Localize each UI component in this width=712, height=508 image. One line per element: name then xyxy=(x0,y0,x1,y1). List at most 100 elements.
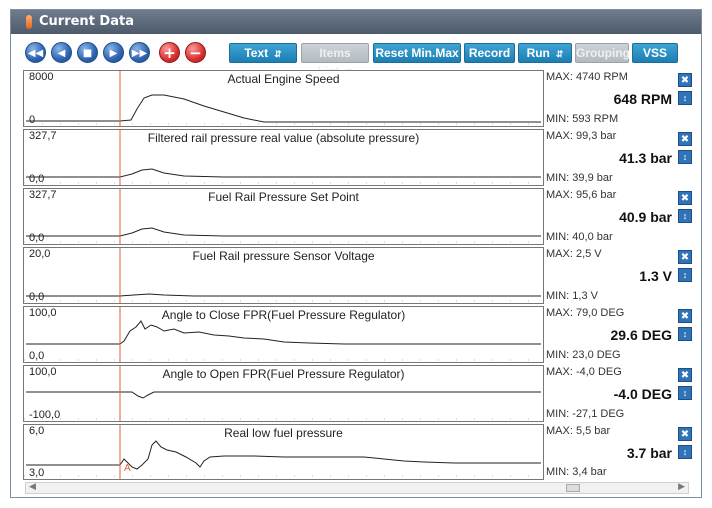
toolbar: ◀◀ ◀ ■ ▶ ▶▶ + − Text ⇵ Items List⇵ Reset … xyxy=(11,38,701,78)
scale-icon: ↕ xyxy=(682,329,688,339)
close-icon: ✖ xyxy=(680,75,690,86)
graph-title: Real low fuel pressure xyxy=(224,426,343,440)
add-item-button[interactable]: + xyxy=(159,42,180,63)
vss-button[interactable]: VSS xyxy=(632,43,678,63)
scale-graph-button[interactable]: ↕ xyxy=(678,91,692,105)
scale-min-label: 0,0 xyxy=(29,173,45,185)
scale-icon: ↕ xyxy=(682,152,688,162)
scrollbar-thumb[interactable] xyxy=(566,484,580,492)
close-graph-button[interactable]: ✖ xyxy=(678,73,692,87)
max-value: MAX: 99,3 bar xyxy=(546,130,617,142)
play-icon: ▶ xyxy=(109,48,118,59)
graph-plot xyxy=(24,366,543,421)
value-block-angle-open-fpr: MAX: -4,0 DEG -4.0 DEG MIN: -27,1 DEG ✖ … xyxy=(546,366,696,423)
rewind-icon: ◀◀ xyxy=(27,48,44,59)
current-value: 29.6 DEG xyxy=(610,327,672,343)
graph-panel-angle-open-fpr[interactable]: 100,0 -100,0 Angle to Open FPR(Fuel Pres… xyxy=(23,365,544,422)
graph-panel-low-fuel-pressure[interactable]: 6,0 3,0 Real low fuel pressure A xyxy=(23,424,544,480)
scale-min-label: -100,0 xyxy=(29,409,61,421)
record-button[interactable]: Record xyxy=(464,43,515,63)
graph-plot xyxy=(24,248,543,303)
graph-title: Angle to Close FPR(Fuel Pressure Regulat… xyxy=(161,308,406,322)
max-value: MAX: 79,0 DEG xyxy=(546,307,625,319)
play-button[interactable]: ▶ xyxy=(103,42,124,63)
value-block-sensor-voltage: MAX: 2,5 V 1.3 V MIN: 1,3 V ✖ ↕ xyxy=(546,248,696,305)
run-select[interactable]: Run ⇵ xyxy=(518,43,572,63)
close-graph-button[interactable]: ✖ xyxy=(678,427,692,441)
graph-panel-sensor-voltage[interactable]: 20,0 0,0 Fuel Rail pressure Sensor Volta… xyxy=(23,247,544,304)
scale-graph-button[interactable]: ↕ xyxy=(678,386,692,400)
graph-panel-engine-speed[interactable]: 8000 0 Actual Engine Speed xyxy=(23,70,544,127)
scale-min-label: 0 xyxy=(29,114,36,126)
close-icon: ✖ xyxy=(680,252,690,263)
close-graph-button[interactable]: ✖ xyxy=(678,250,692,264)
max-value: MAX: 4740 RPM xyxy=(546,71,628,83)
min-value: MIN: -27,1 DEG xyxy=(546,408,625,420)
scale-min-label: 0,0 xyxy=(29,232,45,244)
graph-plot xyxy=(24,130,543,185)
max-value: MAX: 2,5 V xyxy=(546,248,602,260)
text-select-label: Text xyxy=(244,46,269,60)
graph-title: Filtered rail pressure real value (absol… xyxy=(147,131,420,145)
close-graph-button[interactable]: ✖ xyxy=(678,309,692,323)
current-value: -4.0 DEG xyxy=(613,386,672,402)
graph-title: Actual Engine Speed xyxy=(227,72,340,86)
text-select[interactable]: Text ⇵ xyxy=(229,43,297,63)
close-graph-button[interactable]: ✖ xyxy=(678,191,692,205)
close-graph-button[interactable]: ✖ xyxy=(678,132,692,146)
scale-icon: ↕ xyxy=(682,93,688,103)
plus-icon: + xyxy=(163,44,176,62)
horizontal-scrollbar[interactable]: ◀ ▶ xyxy=(25,482,689,494)
rewind-button[interactable]: ◀◀ xyxy=(25,42,46,63)
fast-forward-icon: ▶▶ xyxy=(131,48,148,59)
graph-plot xyxy=(24,189,543,244)
scroll-left-icon[interactable]: ◀ xyxy=(29,482,36,492)
scale-graph-button[interactable]: ↕ xyxy=(678,209,692,223)
grouping-button[interactable]: Grouping xyxy=(575,43,630,63)
scale-max-label: 327,7 xyxy=(29,130,57,142)
cursor-marker-label: A xyxy=(124,463,131,474)
remove-item-button[interactable]: − xyxy=(185,42,206,63)
minus-icon: − xyxy=(189,44,202,62)
scale-graph-button[interactable]: ↕ xyxy=(678,268,692,282)
min-value: MIN: 39,9 bar xyxy=(546,172,613,184)
scale-graph-button[interactable]: ↕ xyxy=(678,445,692,459)
current-value: 40.9 bar xyxy=(619,209,672,225)
fast-forward-button[interactable]: ▶▶ xyxy=(129,42,150,63)
items-list-select[interactable]: Items List⇵ xyxy=(301,43,369,78)
min-value: MIN: 593 RPM xyxy=(546,113,619,125)
step-back-icon: ◀ xyxy=(57,48,66,59)
scale-graph-button[interactable]: ↕ xyxy=(678,327,692,341)
graph-panel-angle-close-fpr[interactable]: 100,0 0,0 Angle to Close FPR(Fuel Pressu… xyxy=(23,306,544,363)
max-value: MAX: 5,5 bar xyxy=(546,425,611,437)
graph-panel-pressure-set-point[interactable]: 327,7 0,0 Fuel Rail Pressure Set Point xyxy=(23,188,544,245)
graph-plot xyxy=(24,307,543,362)
stop-button[interactable]: ■ xyxy=(77,42,98,63)
max-value: MAX: -4,0 DEG xyxy=(546,366,622,378)
reset-min-max-button[interactable]: Reset Min.Max xyxy=(373,43,461,63)
value-block-pressure-set-point: MAX: 95,6 bar 40.9 bar MIN: 40,0 bar ✖ ↕ xyxy=(546,189,696,246)
stop-icon: ■ xyxy=(82,48,93,59)
close-icon: ✖ xyxy=(680,311,690,322)
current-value: 3.7 bar xyxy=(626,445,672,461)
min-value: MIN: 40,0 bar xyxy=(546,231,613,243)
min-value: MIN: 23,0 DEG xyxy=(546,349,621,361)
scale-min-label: 3,0 xyxy=(29,467,45,479)
scale-max-label: 100,0 xyxy=(29,366,57,378)
scale-icon: ↕ xyxy=(682,270,688,280)
graph-plot: A xyxy=(24,425,543,479)
step-back-button[interactable]: ◀ xyxy=(51,42,72,63)
close-graph-button[interactable]: ✖ xyxy=(678,368,692,382)
close-icon: ✖ xyxy=(680,134,690,145)
scale-graph-button[interactable]: ↕ xyxy=(678,150,692,164)
graph-plot xyxy=(24,71,543,126)
scale-min-label: 0,0 xyxy=(29,291,45,303)
graph-panel-rail-pressure[interactable]: 327,7 0,0 Filtered rail pressure real va… xyxy=(23,129,544,186)
scale-max-label: 327,7 xyxy=(29,189,57,201)
scroll-right-icon[interactable]: ▶ xyxy=(678,482,685,492)
close-icon: ✖ xyxy=(680,193,690,204)
spinner-icon: ⇵ xyxy=(555,49,564,59)
current-value: 648 RPM xyxy=(613,91,672,107)
graph-title: Angle to Open FPR(Fuel Pressure Regulato… xyxy=(162,367,405,381)
current-value: 1.3 V xyxy=(639,268,672,284)
